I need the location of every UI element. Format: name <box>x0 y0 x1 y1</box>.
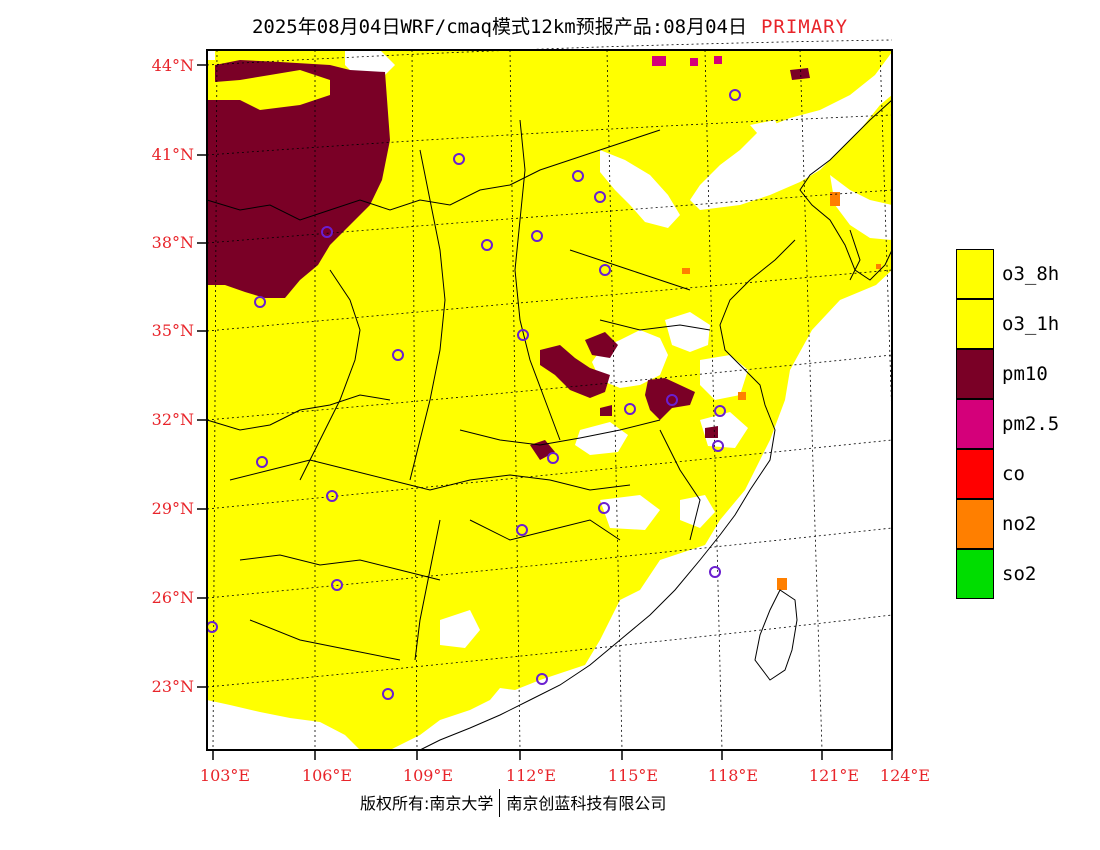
lon-label-106: 106°E <box>301 766 353 785</box>
lat-label-26: 26°N <box>151 588 194 607</box>
minor-pollutant-spots <box>652 56 881 590</box>
title-text: 2025年08月04日WRF/cmaq模式12km预报产品:08月04日 <box>251 16 747 38</box>
lon-label-103: 103°E <box>199 766 251 785</box>
footer-divider <box>499 788 501 817</box>
primary-tag: PRIMARY <box>760 16 849 38</box>
copyright-owner: 版权所有:南京大学 <box>360 794 494 813</box>
legend-label: no2 <box>1002 513 1037 535</box>
lat-label-29: 29°N <box>151 499 194 518</box>
lat-label-23: 23°N <box>151 677 194 696</box>
legend-label: co <box>1002 463 1025 485</box>
graticule <box>206 39 893 751</box>
legend-label: so2 <box>1002 563 1037 585</box>
lat-label-41: 41°N <box>151 145 194 164</box>
legend-swatch <box>956 449 994 499</box>
legend-label: o3_1h <box>1002 313 1060 335</box>
legend-label: pm10 <box>1002 363 1048 385</box>
copyright-company: 南京创蓝科技有限公司 <box>506 794 667 813</box>
lon-label-118: 118°E <box>707 766 759 785</box>
legend-swatch <box>956 499 994 549</box>
legend-label: o3_8h <box>1002 263 1060 285</box>
lat-label-38: 38°N <box>151 233 194 252</box>
pm10-areas <box>207 60 810 460</box>
legend-swatch <box>956 249 994 299</box>
lon-label-109: 109°E <box>402 766 454 785</box>
lat-label-44: 44°N <box>151 56 194 75</box>
map-title: 2025年08月04日WRF/cmaq模式12km预报产品:08月04日 PRIM… <box>0 12 1100 39</box>
legend-label: pm2.5 <box>1002 413 1060 435</box>
lat-label-35: 35°N <box>151 321 194 340</box>
boundaries <box>206 99 893 751</box>
lon-label-112: 112°E <box>505 766 557 785</box>
lon-label-121: 121°E <box>808 766 860 785</box>
legend-swatch <box>956 549 994 599</box>
lon-label-124: 124°E <box>879 766 931 785</box>
city-markers <box>206 89 741 700</box>
legend-swatch <box>956 349 994 399</box>
copyright-footer: 版权所有:南京大学 南京创蓝科技有限公司 <box>360 788 667 819</box>
lat-label-32: 32°N <box>151 410 194 429</box>
legend-swatch <box>956 399 994 449</box>
map-frame <box>206 49 893 751</box>
lon-label-115: 115°E <box>607 766 659 785</box>
legend-swatch <box>956 299 994 349</box>
axis-ticks <box>197 64 893 760</box>
